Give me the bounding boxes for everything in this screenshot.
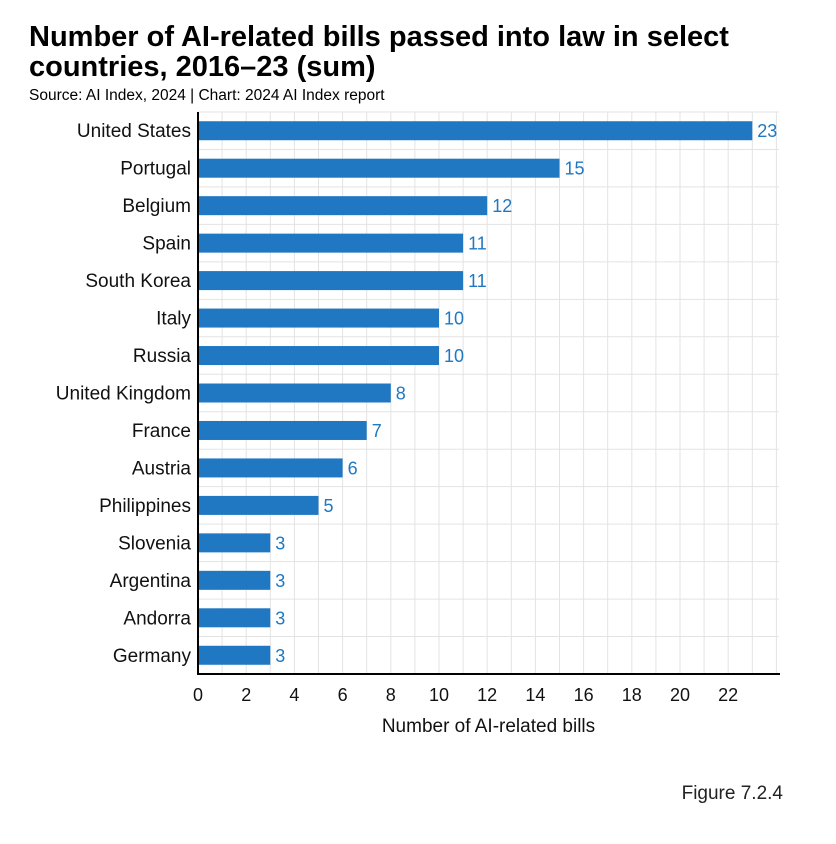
bar (198, 196, 488, 216)
category-label: Philippines (99, 496, 191, 517)
value-label: 8 (396, 384, 406, 404)
x-tick-label: 2 (241, 685, 251, 705)
x-tick-label: 14 (525, 685, 545, 705)
category-label: Portugal (120, 159, 191, 180)
value-label: 11 (468, 234, 487, 254)
bar (198, 271, 464, 291)
value-label: 7 (372, 421, 382, 441)
value-label: 15 (565, 159, 585, 179)
value-label: 3 (275, 571, 285, 591)
x-tick-label: 16 (574, 685, 594, 705)
bar (198, 495, 319, 515)
bar (198, 346, 439, 366)
x-tick-label: 0 (193, 685, 203, 705)
figure-label: Figure 7.2.4 (681, 783, 783, 804)
value-label: 3 (275, 533, 285, 553)
bar (198, 645, 271, 665)
bars (198, 121, 753, 665)
value-label: 10 (444, 346, 464, 366)
value-label: 3 (275, 608, 285, 628)
bar (198, 570, 271, 590)
x-tick-label: 12 (477, 685, 497, 705)
bar (198, 608, 271, 628)
category-label: Slovenia (118, 533, 191, 554)
bar (198, 308, 439, 328)
value-label: 23 (757, 121, 777, 141)
axes (197, 112, 780, 675)
category-label: South Korea (85, 271, 191, 292)
category-label: United Kingdom (56, 384, 191, 405)
x-tick-label: 8 (386, 685, 396, 705)
bar (198, 383, 391, 403)
category-label: France (132, 421, 191, 442)
value-label: 11 (468, 271, 487, 291)
value-label: 10 (444, 309, 464, 329)
bar (198, 458, 343, 478)
value-label: 3 (275, 646, 285, 666)
category-label: Argentina (110, 571, 192, 592)
x-tick-label: 6 (338, 685, 348, 705)
category-label: Austria (132, 458, 192, 479)
x-tick-label: 10 (429, 685, 449, 705)
bar (198, 121, 753, 141)
value-label: 12 (492, 196, 512, 216)
x-tick-label: 4 (289, 685, 299, 705)
x-axis-title: Number of AI-related bills (382, 716, 595, 737)
bar (198, 420, 367, 440)
x-tick-label: 18 (622, 685, 642, 705)
category-label: Italy (156, 309, 191, 330)
bar (198, 158, 560, 178)
category-label: United States (77, 121, 191, 142)
category-label: Andorra (123, 608, 191, 629)
category-label: Russia (133, 346, 192, 367)
category-label: Germany (113, 646, 192, 667)
category-label: Spain (142, 234, 191, 255)
chart-source: Source: AI Index, 2024 | Chart: 2024 AI … (29, 87, 385, 104)
chart-title: Number of AI-related bills passed into l… (29, 21, 729, 83)
value-label: 5 (324, 496, 334, 516)
x-tick-label: 22 (718, 685, 738, 705)
value-label: 6 (348, 458, 358, 478)
bar (198, 233, 464, 253)
bar (198, 533, 271, 553)
category-label: Belgium (122, 196, 191, 217)
x-tick-label: 20 (670, 685, 690, 705)
